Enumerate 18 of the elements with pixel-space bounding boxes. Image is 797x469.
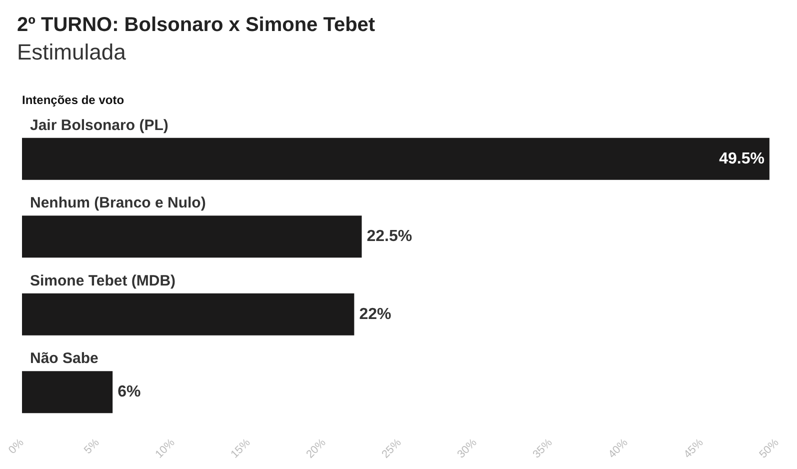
x-tick-label: 5% — [82, 436, 102, 456]
data-label: 22.5% — [366, 228, 412, 246]
data-label: 22% — [359, 306, 392, 323]
y-tick-label: Não Sabe — [30, 350, 98, 368]
x-tick-label: 40% — [606, 436, 630, 461]
chart-title: 2º TURNO: Bolsonaro x Simone Tebet — [17, 14, 376, 36]
data-label: 6% — [118, 384, 141, 401]
x-tick-label: 30% — [455, 436, 480, 461]
x-tick-label: 45% — [682, 436, 706, 461]
y-tick-label: Simone Tebet (MDB) — [30, 272, 176, 290]
y-tick-label: Nenhum (Branco e Nulo) — [30, 194, 206, 212]
x-tick-label: 0% — [6, 436, 26, 456]
y-tick-label: Jair Bolsonaro (PL) — [30, 116, 168, 134]
y-axis-title: Intenções de voto — [22, 93, 124, 107]
data-label: 49.5% — [719, 150, 764, 168]
x-tick-label: 35% — [530, 436, 555, 461]
x-tick-label: 50% — [757, 436, 782, 461]
chart-subtitle: Estimulada — [17, 40, 127, 64]
